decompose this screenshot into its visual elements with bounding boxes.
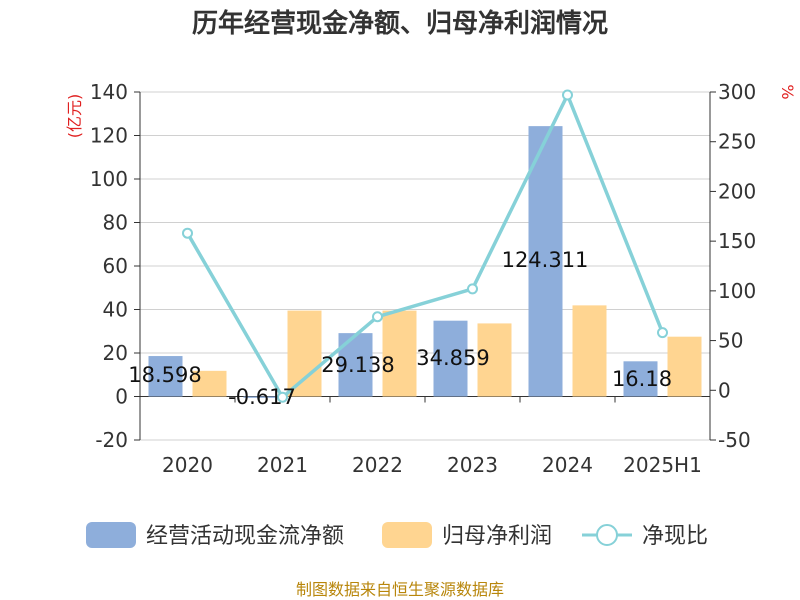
bar (572, 305, 607, 397)
right-tick-label: -50 (718, 428, 751, 452)
left-tick-label: 100 (90, 167, 128, 191)
legend-marker (596, 524, 618, 546)
data-label: -0.617 (228, 385, 296, 409)
data-label: 124.311 (502, 248, 589, 272)
legend-label: 经营活动现金流净额 (146, 524, 344, 549)
legend-swatch (382, 522, 432, 548)
left-tick-label: -20 (95, 428, 128, 452)
data-label: 16.18 (612, 367, 672, 391)
bar (667, 336, 702, 397)
x-tick-label: 2023 (447, 453, 498, 477)
left-tick-label: 60 (103, 254, 128, 278)
legend-item-operating-cash-flow[interactable]: 经营活动现金流净额 (86, 522, 344, 549)
bar (477, 323, 512, 397)
right-tick-label: 150 (718, 229, 756, 253)
bar (623, 361, 658, 397)
legend-item-net-profit[interactable]: 归母净利润 (382, 522, 552, 549)
left-tick-label: 40 (103, 298, 128, 322)
line-point (372, 311, 383, 323)
data-labels: 18.598 -0.617 29.138 34.859 124.311 16.18 (128, 248, 672, 409)
x-tick-label: 2022 (352, 453, 403, 477)
x-tick-label: 2020 (162, 453, 213, 477)
data-label: 34.859 (416, 346, 489, 370)
x-tick-label: 2024 (542, 453, 593, 477)
legend-label: 归母净利润 (442, 524, 552, 549)
line-point (467, 283, 478, 295)
data-label: 29.138 (321, 353, 394, 377)
left-tick-label: 0 (115, 385, 128, 409)
right-tick-label: 50 (718, 329, 743, 353)
line-path (185, 90, 665, 400)
line-series (182, 89, 668, 403)
line-point (182, 227, 193, 239)
left-axis-unit: (亿元) (65, 94, 84, 139)
right-axis-unit: % (778, 84, 797, 99)
right-tick-label: 100 (718, 279, 756, 303)
bar (243, 396, 278, 398)
bar (382, 310, 417, 397)
line-point (657, 327, 668, 339)
bar (148, 356, 183, 397)
bar (287, 310, 322, 397)
x-tick-label: 2021 (257, 453, 308, 477)
left-tick-label: 20 (103, 341, 128, 365)
right-tick-label: 200 (718, 179, 756, 203)
left-tick-label: 80 (103, 211, 128, 235)
bars (148, 126, 702, 398)
x-tick-label: 2025H1 (623, 453, 702, 477)
legend-swatch (86, 522, 136, 548)
legend-label: 净现比 (642, 524, 708, 549)
left-tick-label: 120 (90, 124, 128, 148)
bar (192, 370, 227, 397)
chart-title: 历年经营现金净额、归母净利润情况 (192, 8, 608, 39)
legend-item-cash-ratio[interactable]: 净现比 (582, 524, 708, 549)
bar (433, 320, 468, 397)
right-tick-label: 300 (718, 80, 756, 104)
right-tick-label: 250 (718, 130, 756, 154)
axes: -20 0 20 40 60 80 100 120 140 -50 0 50 100 150 200 250 3… (65, 80, 797, 477)
line-point (562, 89, 573, 101)
line-point (277, 391, 288, 403)
bar (528, 126, 563, 397)
left-tick-label: 140 (90, 80, 128, 104)
legend[interactable]: 经营活动现金流净额 归母净利润 净现比 (86, 522, 708, 549)
right-tick-label: 0 (718, 378, 731, 402)
source-note: 制图数据来自恒生聚源数据库 (296, 580, 504, 599)
data-label: 18.598 (128, 363, 201, 387)
